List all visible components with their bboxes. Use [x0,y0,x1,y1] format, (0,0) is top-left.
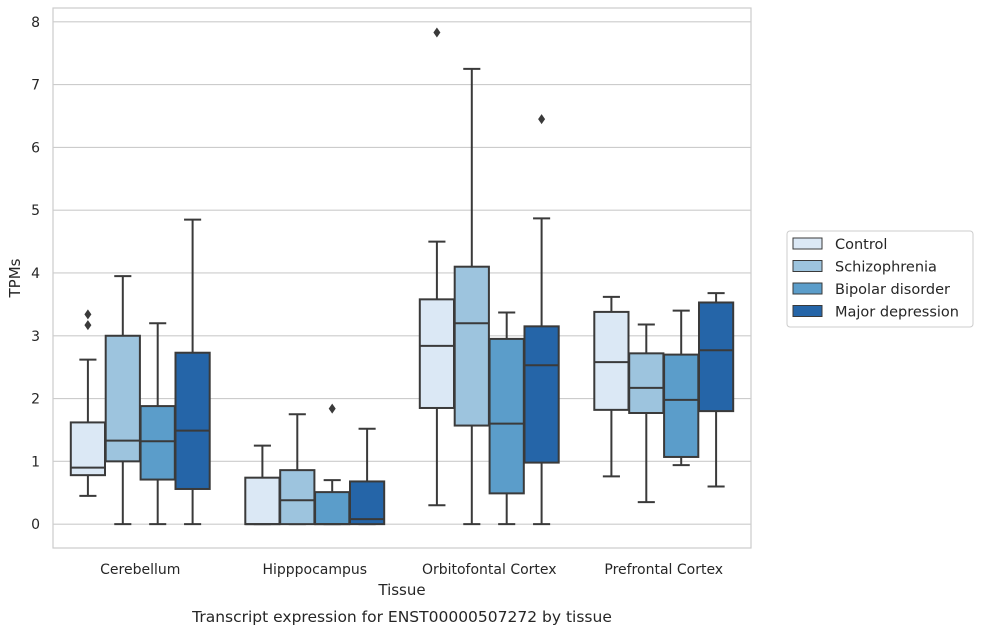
box-3-3 [697,292,735,488]
box-body [488,337,525,495]
box-body [244,476,281,526]
y-tick-label: 2 [31,392,40,408]
legend-label: Bipolar disorder [835,282,950,298]
legend-swatch [792,282,823,295]
y-tick-label: 3 [31,329,40,345]
y-tick-label: 7 [31,78,40,94]
box-3-2 [663,309,700,467]
box-1-2 [314,403,351,526]
y-tick-label: 4 [31,266,40,282]
y-tick-label: 8 [31,15,40,31]
box-body [593,310,630,411]
box-body [628,352,665,415]
x-tick-label: Prefrontal Cortex [604,562,723,578]
plot-frame [52,7,752,549]
box-0-0 [69,309,107,497]
box-body [348,480,386,526]
box-body [314,491,351,526]
y-tick-label: 1 [31,454,40,470]
box-body [104,334,141,463]
y-tick-label: 5 [31,203,40,219]
box-3-0 [593,295,630,478]
y-axis-ticks: 0 1 2 3 4 5 6 7 8 [31,15,40,533]
box-0-1 [104,275,141,526]
x-tick-label: Cerebellum [100,562,180,578]
outlier-point [538,114,546,125]
box-body [279,469,316,526]
legend-frame [786,230,974,328]
legend-swatch [792,260,823,272]
box-1-0 [244,444,281,526]
box-body [418,298,456,409]
legend-label: Control [835,237,887,253]
box-body [174,351,211,490]
x-tick-label: Orbitofontal Cortex [422,562,557,578]
x-tick-label: Hipppocampus [262,562,367,578]
box-3-1 [628,323,665,504]
box-2-0 [418,27,456,507]
outlier-point [84,309,92,320]
box-body [523,325,560,464]
x-axis-ticks: Cerebellum Hipppocampus Orbitofontal Corte… [100,562,723,578]
box-body [453,265,490,427]
box-1-3 [348,427,386,526]
legend: Control Schizophrenia Bipolar disorder Majo… [786,230,974,328]
box-2-2 [488,311,525,526]
box-body [697,301,735,413]
y-tick-label: 0 [31,517,40,533]
outlier-point [84,320,92,331]
y-axis-label: TPMs [6,258,24,298]
x-axis-label: Tissue [377,581,425,599]
box-plots [69,27,735,526]
legend-label: Schizophrenia [835,260,937,276]
box-0-2 [139,322,176,526]
box-body [139,405,176,481]
outlier-point [433,27,441,38]
box-0-3 [174,218,211,526]
legend-label: Major depression [835,305,959,321]
chart-caption: Transcript expression for ENST0000050727… [191,608,612,626]
box-2-1 [453,67,490,526]
outlier-point [328,403,336,414]
legend-swatch [792,237,823,250]
box-2-3 [523,114,560,526]
y-tick-label: 6 [31,140,40,156]
legend-swatch [792,305,823,317]
box-body [663,353,700,458]
box-1-1 [279,413,316,526]
